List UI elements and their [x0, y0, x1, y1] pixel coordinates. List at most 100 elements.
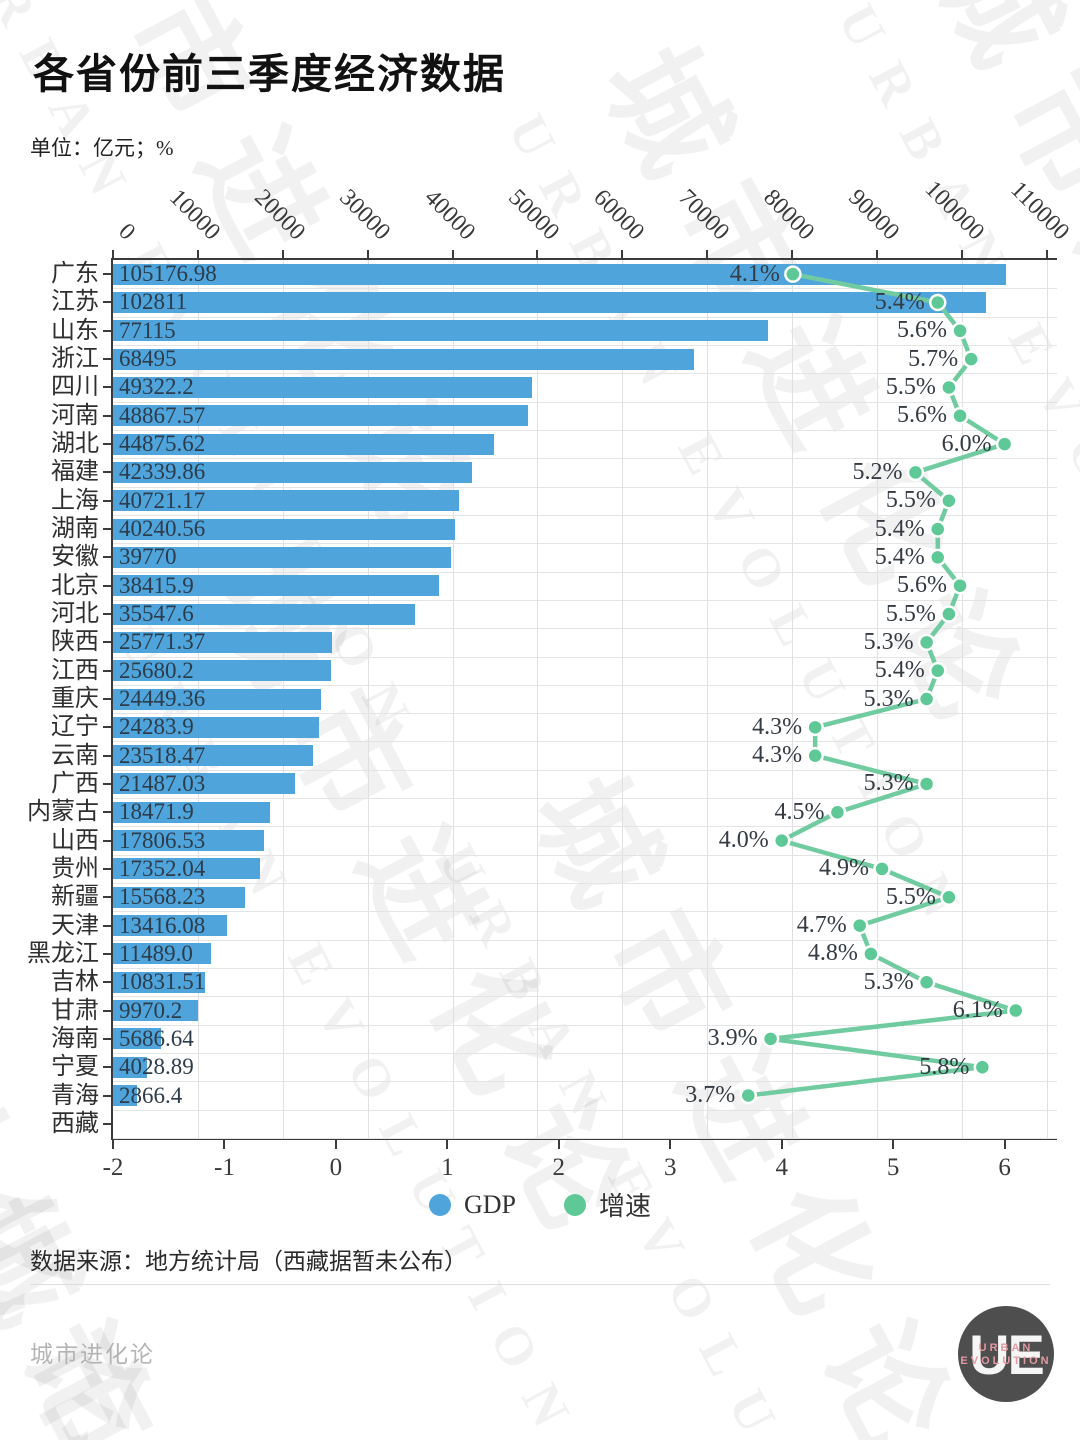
horizontal-gridline — [113, 883, 1057, 885]
horizontal-gridline — [113, 911, 1057, 913]
bottom-axis-tick — [780, 1140, 783, 1149]
growth-marker — [928, 520, 947, 538]
province-label: 湖南 — [51, 516, 99, 543]
bottom-axis-label: -2 — [102, 1154, 124, 1181]
left-axis-tick — [103, 1122, 111, 1125]
gdp-bar — [113, 263, 1006, 285]
gdp-value-label: 2866.4 — [119, 1082, 183, 1108]
bottom-axis-tick — [446, 1140, 449, 1149]
province-label: 黑龙江 — [27, 940, 99, 967]
growth-marker — [739, 1086, 758, 1105]
left-axis-tick — [103, 952, 111, 955]
top-axis-tick — [112, 250, 114, 258]
growth-value-label: 5.3% — [863, 628, 914, 655]
horizontal-gridline — [113, 401, 1057, 403]
left-axis-tick — [103, 1037, 111, 1040]
gdp-value-label: 68495 — [119, 346, 177, 372]
gdp-value-label: 10831.51 — [119, 969, 206, 995]
growth-marker — [806, 746, 824, 765]
growth-marker — [917, 973, 936, 991]
gdp-bar — [113, 291, 986, 313]
gdp-value-label: 44875.62 — [119, 431, 206, 457]
growth-marker — [940, 491, 958, 510]
horizontal-gridline — [113, 769, 1057, 771]
gdp-bar — [113, 546, 451, 568]
top-axis-tick — [791, 250, 794, 258]
bottom-axis-line — [113, 1138, 1057, 1140]
gdp-value-label: 9970.2 — [119, 997, 183, 1023]
gdp-bar — [113, 773, 296, 795]
gdp-bar — [113, 433, 494, 455]
bottom-axis-tick — [334, 1140, 337, 1149]
gdp-value-label: 102811 — [119, 289, 188, 315]
gdp-bar — [113, 461, 473, 483]
province-label: 北京 — [51, 572, 99, 599]
bottom-axis-tick — [557, 1140, 560, 1149]
growth-marker — [917, 633, 936, 652]
growth-value-label: 3.7% — [685, 1082, 736, 1109]
left-axis-tick — [103, 584, 111, 587]
growth-value-label: 4.1% — [729, 260, 780, 287]
top-axis-tick — [536, 250, 539, 258]
province-label: 宁夏 — [51, 1054, 99, 1081]
horizontal-gridline — [113, 1081, 1057, 1083]
growth-value-label: 4.3% — [752, 713, 803, 740]
growth-marker — [828, 803, 847, 822]
province-label: 新疆 — [51, 884, 99, 911]
gdp-bar — [113, 915, 227, 937]
growth-marker — [940, 888, 958, 907]
gdp-value-label: 35547.6 — [119, 601, 194, 627]
horizontal-gridline — [113, 628, 1057, 630]
growth-marker — [951, 407, 969, 425]
horizontal-gridline — [113, 939, 1057, 941]
horizontal-gridline — [113, 656, 1057, 658]
left-axis-tick — [103, 867, 111, 870]
horizontal-gridline — [113, 288, 1057, 290]
unit-note: 单位：亿元；% — [30, 136, 174, 160]
gdp-value-label: 17806.53 — [119, 827, 206, 853]
gdp-value-label: 17352.04 — [119, 855, 206, 881]
bottom-axis-label: 3 — [664, 1154, 677, 1181]
vertical-gridline — [367, 260, 369, 1138]
gdp-bar — [113, 886, 246, 908]
growth-value-label: 5.5% — [885, 487, 936, 514]
gdp-bar — [113, 376, 532, 398]
province-label: 浙江 — [51, 346, 99, 373]
province-label: 山东 — [51, 317, 99, 344]
gdp-bar — [113, 490, 459, 512]
vertical-gridline — [707, 260, 709, 1138]
top-axis-tick — [1045, 250, 1048, 258]
gdp-bar — [113, 320, 768, 342]
growth-value-label: 4.0% — [718, 827, 769, 854]
growth-value-label: 5.6% — [897, 572, 948, 599]
top-axis-tick — [451, 250, 454, 258]
horizontal-gridline — [113, 514, 1057, 516]
gdp-value-label: 5686.64 — [119, 1025, 194, 1051]
province-label: 吉林 — [51, 969, 99, 996]
growth-marker — [1007, 1001, 1025, 1020]
gdp-value-label: 49322.2 — [119, 374, 194, 400]
horizontal-gridline — [113, 1024, 1057, 1026]
gdp-bar — [113, 971, 205, 993]
growth-value-label: 5.8% — [919, 1053, 970, 1080]
growth-value-label: 5.4% — [874, 543, 925, 570]
gdp-bar — [113, 801, 270, 823]
gdp-value-label: 21487.03 — [119, 770, 206, 796]
growth-marker — [951, 322, 969, 340]
province-label: 安徽 — [51, 544, 99, 571]
gdp-value-label: 4028.89 — [119, 1054, 194, 1080]
gdp-value-label: 23518.47 — [119, 742, 206, 768]
growth-value-label: 4.3% — [752, 742, 803, 769]
left-axis-tick — [103, 386, 111, 389]
province-label: 四川 — [51, 374, 99, 401]
page-title: 各省份前三季度经济数据 — [33, 51, 506, 97]
growth-value-label: 5.4% — [874, 657, 925, 684]
top-axis-label: 50000 — [503, 184, 565, 246]
horizontal-gridline — [113, 429, 1057, 431]
footer-divider — [30, 1284, 1050, 1285]
left-axis-tick — [103, 273, 111, 276]
gdp-bar — [113, 1028, 162, 1050]
bottom-axis-label: 2 — [552, 1154, 566, 1181]
growth-value-label: 5.3% — [863, 968, 914, 995]
gdp-bar — [113, 830, 265, 852]
